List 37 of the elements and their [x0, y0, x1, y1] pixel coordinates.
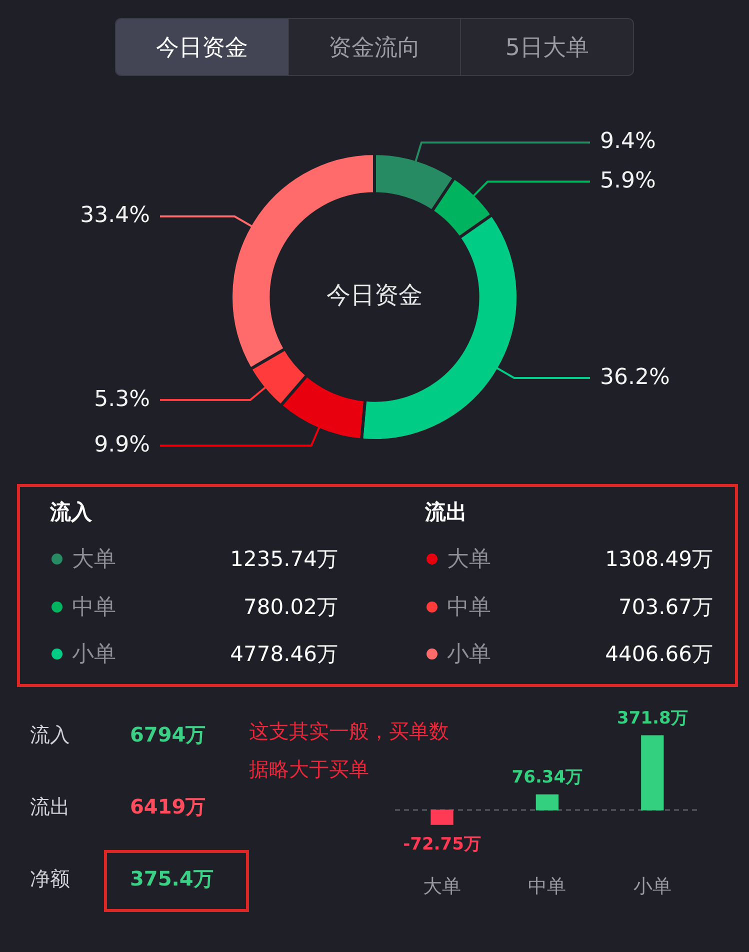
data-label: 33.4% — [80, 203, 150, 228]
data-label: 9.9% — [94, 432, 150, 458]
text: 4778.46万 — [230, 641, 338, 668]
x-tick-label: 大单 — [423, 876, 461, 898]
text: 小单 — [447, 641, 491, 669]
text: 375.4万 — [130, 866, 214, 892]
text: 流入 — [30, 722, 70, 748]
data-label: 76.34万 — [512, 768, 583, 788]
text: 5日大单 — [460, 19, 634, 75]
text: 流出 — [30, 794, 70, 820]
data-label: 5.9% — [600, 168, 656, 194]
text: 1235.74万 — [230, 546, 338, 573]
text: 资金流向 — [288, 19, 460, 75]
text: 中单 — [72, 594, 116, 622]
data-label: 5.3% — [94, 386, 150, 412]
text: 净额 — [30, 866, 70, 892]
data-label: 9.4% — [600, 129, 656, 154]
text: 1308.49万 — [605, 546, 713, 573]
text: 流入 — [50, 499, 92, 526]
data-label: -72.75万 — [403, 834, 481, 854]
text: 小单 — [72, 641, 116, 669]
x-tick-label: 小单 — [633, 876, 672, 898]
text: 780.02万 — [244, 594, 338, 620]
text: 4406.66万 — [605, 641, 713, 668]
text: 今日资金 — [326, 281, 422, 310]
data-label: 36.2% — [600, 364, 670, 390]
text: 中单 — [447, 594, 491, 622]
text: 703.67万 — [618, 594, 713, 620]
text: 6419万 — [130, 794, 206, 820]
text: 大单 — [447, 546, 491, 574]
text: 今日资金 — [116, 19, 288, 75]
annotation: 这支其实一般，买单数据略大于买单 — [249, 718, 450, 783]
text: 6794万 — [130, 722, 206, 748]
text: 大单 — [72, 546, 116, 574]
data-label: 371.8万 — [617, 708, 688, 729]
x-tick-label: 中单 — [528, 876, 566, 898]
text: 流出 — [425, 499, 467, 526]
